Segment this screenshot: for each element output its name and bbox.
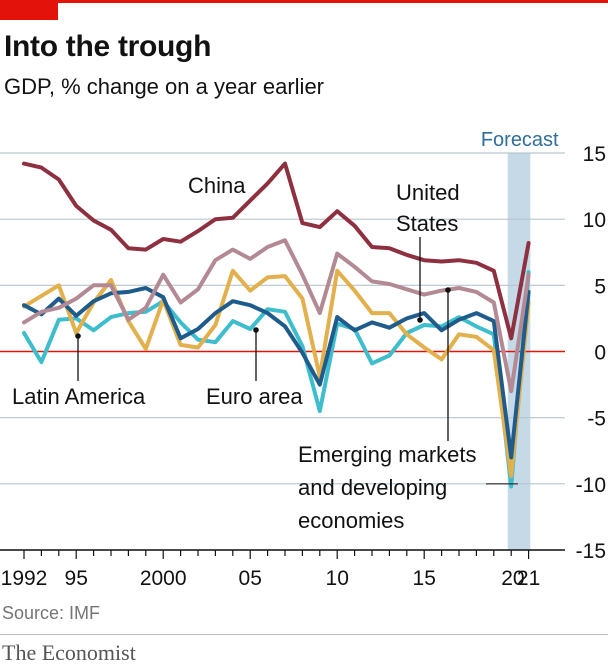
leader-euro-area-dot: [253, 327, 259, 333]
y-tick-label: -5: [587, 408, 606, 431]
label-china: China: [188, 173, 246, 198]
source-note: Source: IMF: [2, 603, 101, 623]
forecast-label: Forecast: [481, 129, 559, 151]
label-em-line3: economies: [298, 508, 404, 533]
x-tick-label: 10: [326, 567, 349, 590]
chart-title: Into the trough: [4, 30, 212, 63]
y-tick-label: -10: [576, 474, 606, 497]
subtitle-bold: GDP,: [4, 74, 55, 99]
y-tick-label: 0: [594, 342, 606, 365]
x-tick-label: 1992: [1, 567, 48, 590]
leader-latin-america-dot: [75, 333, 81, 339]
brand-logo-text: The Economist: [2, 640, 136, 665]
series-line-united-states: [22, 286, 531, 460]
top-accent-rule: [0, 0, 608, 3]
x-tick-label: 95: [65, 567, 88, 590]
x-tick-label: 21: [517, 567, 540, 590]
label-latin-america: Latin America: [12, 384, 146, 409]
series-line-euro-area: [22, 270, 531, 489]
label-em-line2: and developing: [298, 475, 447, 500]
subtitle-rest: % change on a year earlier: [54, 74, 325, 99]
x-tick-label: 05: [239, 567, 262, 590]
series-line-emerging-markets-and-developing-economies: [22, 238, 531, 394]
footer-rule: [0, 634, 608, 635]
line-chart: Forecast China United States Latin America E…: [0, 129, 606, 590]
label-united: United: [396, 180, 460, 205]
series-lines: [22, 161, 531, 489]
y-tick-label: -15: [576, 540, 606, 563]
annotations: China United States Latin America Euro area E…: [12, 173, 518, 533]
y-tick-label: 15: [583, 143, 606, 166]
label-euro-area: Euro area: [206, 384, 303, 409]
chart-subtitle: GDP, % change on a year earlier: [4, 74, 324, 100]
red-tag: [0, 0, 58, 20]
leader-united-states-dot: [417, 317, 423, 323]
leader-emerging-markets-dot: [445, 287, 451, 293]
x-tick-label: 15: [413, 567, 436, 590]
series-line-china: [22, 161, 531, 341]
y-tick-label: 10: [583, 209, 606, 232]
x-tick-label: 2000: [140, 567, 187, 590]
label-em-line1: Emerging markets: [298, 442, 477, 467]
label-states: States: [396, 211, 458, 236]
y-tick-label: 5: [594, 275, 606, 298]
x-tick-label: 20: [501, 567, 524, 590]
